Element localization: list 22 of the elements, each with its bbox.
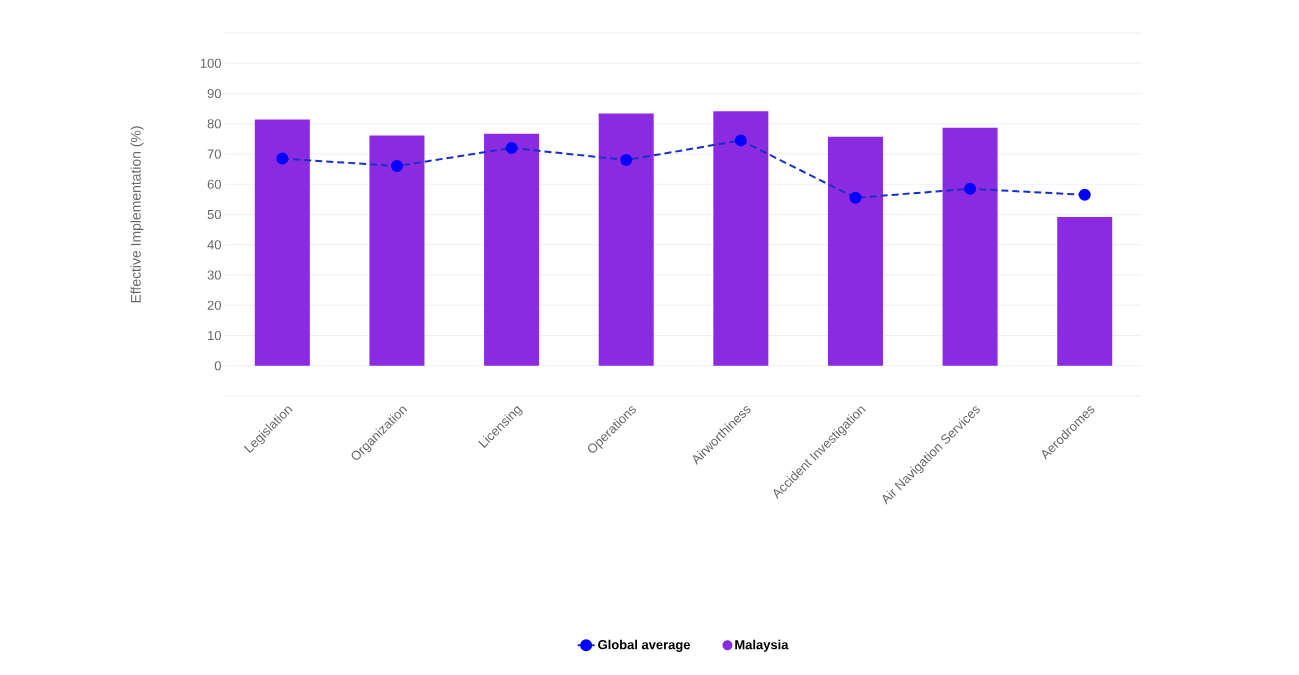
y-tick-label: 0: [214, 361, 221, 371]
legend-label: Malaysia: [735, 639, 789, 652]
bar: [1057, 216, 1113, 366]
y-tick-label: 50: [207, 209, 221, 220]
bar: [713, 111, 769, 366]
bar: [598, 113, 654, 366]
y-tick-label: 40: [207, 240, 221, 250]
y-tick-label: 90: [207, 88, 221, 99]
legend-label: Global average: [598, 639, 691, 652]
bar: [942, 127, 998, 366]
y-tick-label: 30: [207, 270, 221, 280]
y-tick-label: 10: [208, 330, 221, 341]
y-tick-label: 60: [207, 179, 221, 189]
bar: [369, 135, 425, 366]
y-axis-title: Effective Implementation (%): [130, 126, 144, 303]
y-tick-label: 70: [207, 149, 221, 159]
y-tick-label: 100: [200, 58, 221, 68]
bar: [827, 136, 883, 366]
y-tick-label: 20: [207, 300, 221, 310]
bar: [484, 133, 540, 366]
bar: [254, 119, 310, 366]
y-tick-label: 80: [207, 119, 221, 129]
